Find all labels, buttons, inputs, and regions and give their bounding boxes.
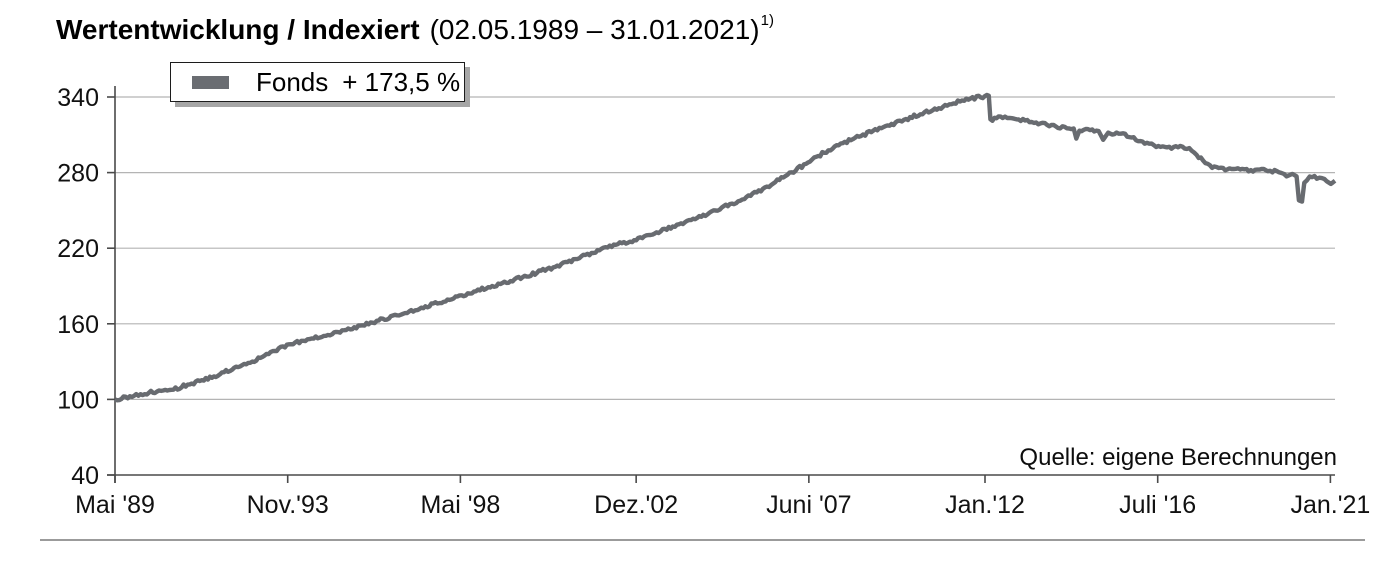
x-tick-label: Jan.'12 [945, 491, 1025, 519]
y-tick-label: 100 [57, 386, 99, 414]
x-tick-label: Dez.'02 [594, 491, 678, 519]
x-tick-label: Mai '98 [420, 491, 500, 519]
series-line-fonds [114, 92, 1337, 403]
x-tick-label: Mai '89 [75, 491, 155, 519]
source-note: Quelle: eigene Berechnungen [1019, 444, 1337, 471]
y-tick-label: 280 [57, 160, 99, 188]
y-tick-label: 220 [57, 235, 99, 263]
legend-line-marker [192, 75, 229, 89]
x-tick-label: Nov.'93 [247, 491, 329, 519]
title-main: Wertentwicklung / Indexiert [56, 14, 420, 45]
bottom-divider [40, 539, 1365, 541]
legend-series-value: + 173,5 % [342, 66, 461, 97]
chart-legend: Fonds + 173,5 % [170, 62, 465, 102]
legend-series-name: Fonds [256, 66, 329, 97]
title-period: (02.05.1989 – 31.01.2021) [429, 14, 760, 45]
x-tick-label: Jan.'21 [1290, 491, 1370, 519]
legend-label: Fonds + 173,5 % [256, 67, 460, 98]
title-footnote-marker: 1) [760, 12, 774, 29]
x-tick-label: Juli '16 [1119, 491, 1196, 519]
y-tick-label: 40 [71, 462, 99, 490]
page-title: Wertentwicklung / Indexiert (02.05.1989 –… [56, 12, 774, 46]
y-tick-label: 340 [57, 84, 99, 112]
y-tick-label: 160 [57, 311, 99, 339]
x-tick-label: Juni '07 [766, 491, 851, 519]
